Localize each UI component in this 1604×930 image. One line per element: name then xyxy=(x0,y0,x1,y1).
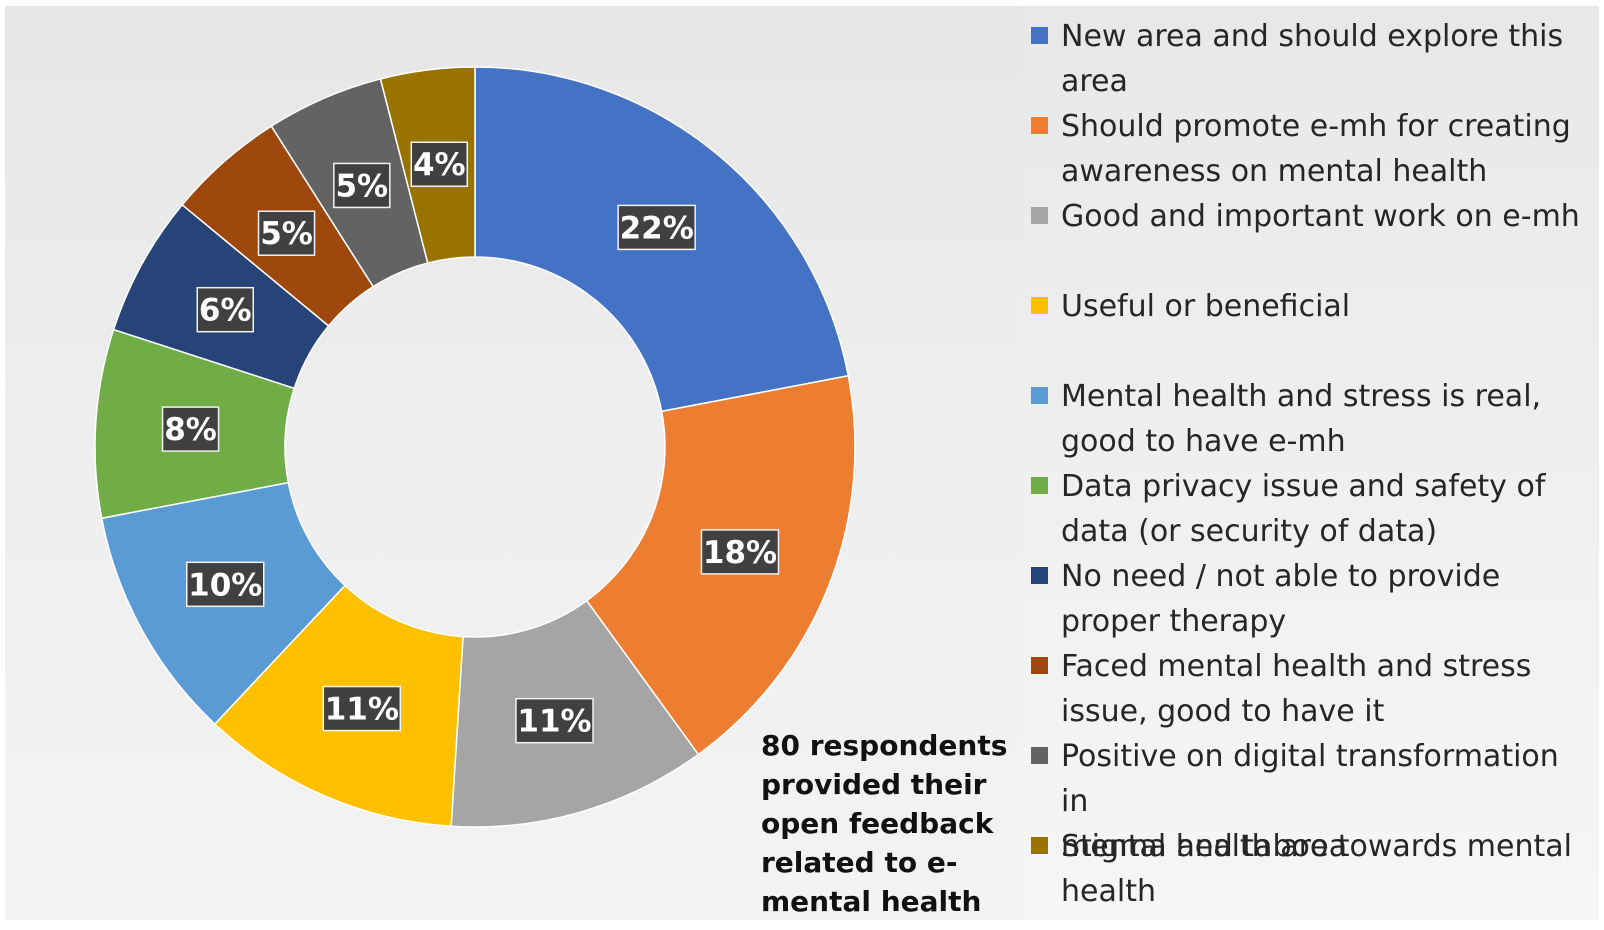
legend-label-line: good to have e-mh xyxy=(1061,424,1346,459)
legend-item-1: New area and should explore this area xyxy=(1031,14,1593,104)
data-label-5: 10% xyxy=(186,561,265,608)
legend-label-line: data (or security of data) xyxy=(1061,514,1438,549)
data-label-3: 11% xyxy=(515,697,594,744)
legend-label: Positive on digital transformation in men… xyxy=(1061,734,1593,869)
data-label-box xyxy=(186,561,265,608)
annotation-line: related to e- xyxy=(761,846,958,879)
legend-swatch xyxy=(1031,297,1048,314)
legend-swatch xyxy=(1031,747,1048,764)
legend-swatch xyxy=(1031,567,1048,584)
legend-label-line: proper therapy xyxy=(1061,604,1287,639)
data-label-box xyxy=(515,697,594,744)
data-label-box xyxy=(700,529,780,575)
legend-label-line: New area and should explore this xyxy=(1061,19,1564,54)
data-label-text: 11% xyxy=(325,692,399,728)
data-label-text: 5% xyxy=(335,168,388,204)
legend-item-9: Positive on digital transformation in men… xyxy=(1031,734,1593,869)
legend-label-line: health xyxy=(1061,874,1156,909)
legend-label-line: issue, good to have it xyxy=(1061,694,1385,729)
data-label-text: 5% xyxy=(260,216,313,252)
legend-item-10: Stigma and taboo towards mental health xyxy=(1031,824,1593,914)
legend-swatch xyxy=(1031,387,1048,404)
annotation-line: provided their xyxy=(761,768,987,801)
legend-item-4: Useful or beneficial xyxy=(1031,284,1593,329)
chart-legend: New area and should explore this area Shou… xyxy=(1023,6,1599,920)
legend-label: Should promote e-mh for creating awarenes… xyxy=(1061,104,1571,194)
annotation-line: mental health xyxy=(761,885,982,918)
chart-plot-area: 22% 18% 11% 11% 10% 8% 6% 5% 5% 4% 80 respondents… xyxy=(5,6,1023,920)
legend-label-line: area xyxy=(1061,64,1128,99)
data-label-box xyxy=(410,141,469,187)
respondents-annotation: 80 respondents provided their open feedbac… xyxy=(761,726,1016,921)
legend-label-line: awareness on mental health xyxy=(1061,154,1488,189)
data-label-6: 8% xyxy=(161,406,220,452)
data-label-box xyxy=(161,406,220,452)
legend-item-2: Should promote e-mh for creating awarenes… xyxy=(1031,104,1593,194)
legend-label: Useful or beneficial xyxy=(1061,284,1350,329)
data-label-text: 11% xyxy=(517,704,591,740)
legend-swatch xyxy=(1031,207,1048,224)
data-label-box xyxy=(322,685,402,732)
legend-label-line: Mental health and stress is real, xyxy=(1061,379,1542,414)
legend-label: No need / not able to provide proper ther… xyxy=(1061,554,1500,644)
legend-label: Stigma and taboo towards mental health xyxy=(1061,824,1572,914)
data-label-text: 4% xyxy=(413,147,466,183)
data-label-7: 6% xyxy=(196,286,255,333)
data-label-box xyxy=(617,204,696,251)
donut-chart: 22% 18% 11% 11% 10% 8% 6% 5% 5% 4% xyxy=(94,66,856,828)
annotation-line: 80 respondents xyxy=(761,729,1008,762)
legend-label-line: Should promote e-mh for creating xyxy=(1061,109,1571,144)
legend-item-6: Data privacy issue and safety of data (or… xyxy=(1031,464,1593,554)
data-label-1: 22% xyxy=(617,204,696,251)
legend-item-3: Good and important work on e-mh xyxy=(1031,194,1593,239)
data-label-box xyxy=(257,210,316,256)
legend-label-line: Stigma and taboo towards mental xyxy=(1061,829,1572,864)
legend-label-line: No need / not able to provide xyxy=(1061,559,1501,594)
legend-label: Data privacy issue and safety of data (or… xyxy=(1061,464,1545,554)
legend-label: Mental health and stress is real, good to… xyxy=(1061,374,1541,464)
legend-label-line: Faced mental health and stress xyxy=(1061,649,1532,684)
legend-label-line: mental health area xyxy=(1061,829,1348,864)
legend-item-8: Faced mental health and stress issue, goo… xyxy=(1031,644,1593,734)
legend-swatch xyxy=(1031,117,1048,134)
data-label-10: 4% xyxy=(410,141,469,187)
legend-swatch xyxy=(1031,477,1048,494)
data-label-text: 22% xyxy=(620,210,694,246)
legend-swatch xyxy=(1031,837,1048,854)
data-label-8: 5% xyxy=(257,210,316,256)
data-label-box xyxy=(196,286,255,333)
data-label-text: 6% xyxy=(199,293,252,329)
data-label-box xyxy=(333,162,391,209)
annotation-line: open feedback xyxy=(761,807,994,840)
legend-item-5: Mental health and stress is real, good to… xyxy=(1031,374,1593,464)
legend-swatch xyxy=(1031,27,1048,44)
legend-label-line: Good and important work on e-mh xyxy=(1061,199,1580,234)
data-label-text: 10% xyxy=(188,567,262,603)
legend-label-line: Data privacy issue and safety of xyxy=(1061,469,1546,504)
data-label-4: 11% xyxy=(322,685,402,732)
legend-swatch xyxy=(1031,657,1048,674)
legend-label: Good and important work on e-mh xyxy=(1061,194,1580,239)
data-label-text: 8% xyxy=(164,412,217,448)
data-label-text: 18% xyxy=(703,535,777,571)
legend-label-line: Positive on digital transformation in xyxy=(1061,739,1559,819)
legend-item-7: No need / not able to provide proper ther… xyxy=(1031,554,1593,644)
legend-label: Faced mental health and stress issue, goo… xyxy=(1061,644,1531,734)
legend-label-line: Useful or beneficial xyxy=(1061,289,1351,324)
data-label-2: 18% xyxy=(700,529,780,575)
legend-label: New area and should explore this area xyxy=(1061,14,1563,104)
data-label-9: 5% xyxy=(333,162,391,209)
